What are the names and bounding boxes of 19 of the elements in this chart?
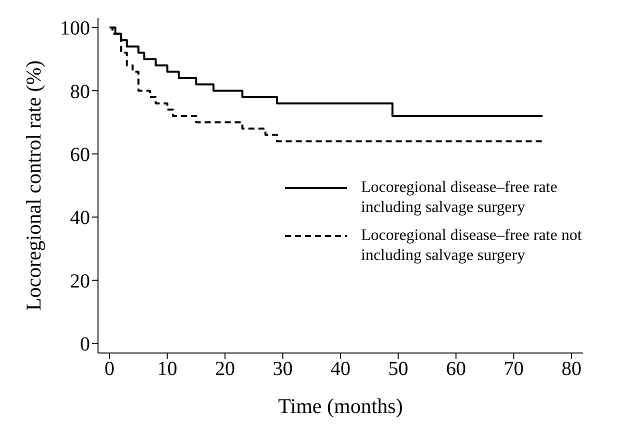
y-tick-label: 80 bbox=[70, 80, 90, 103]
x-tick-label: 50 bbox=[388, 358, 408, 380]
x-tick-label: 30 bbox=[272, 358, 293, 380]
x-tick-label: 40 bbox=[330, 358, 350, 380]
x-tick-label: 0 bbox=[104, 358, 115, 380]
y-tick-label: 100 bbox=[60, 18, 90, 40]
y-tick-label: 0 bbox=[80, 334, 90, 356]
y-tick-label: 20 bbox=[70, 270, 90, 292]
x-tick-label: 60 bbox=[446, 358, 466, 380]
x-tick-label: 80 bbox=[561, 358, 582, 380]
x-tick-label: 10 bbox=[157, 358, 178, 380]
x-tick-label: 70 bbox=[504, 358, 524, 380]
legend-label: Locoregional disease–free rate including salvage surgery bbox=[361, 178, 558, 218]
x-axis-title: Time (months) bbox=[278, 394, 403, 418]
x-tick-label: 20 bbox=[215, 358, 236, 380]
y-tick-label: 40 bbox=[70, 207, 90, 230]
y-axis-title: Locoregional control rate (%) bbox=[21, 60, 46, 311]
legend-label: Locoregional disease–free rate not including salvage surgery bbox=[361, 226, 583, 266]
y-tick-label: 60 bbox=[70, 144, 90, 166]
